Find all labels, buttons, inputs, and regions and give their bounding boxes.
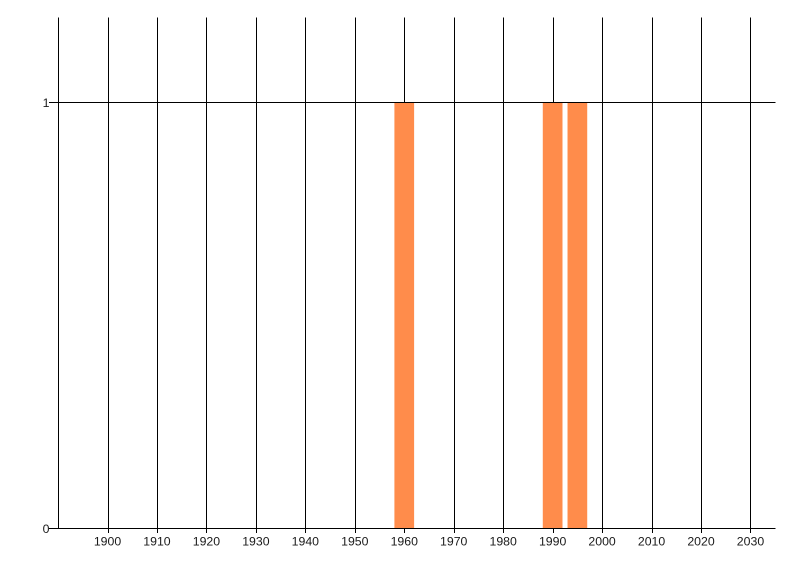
svg-text:1930: 1930 bbox=[242, 535, 270, 549]
svg-text:2010: 2010 bbox=[638, 535, 666, 549]
svg-text:1990: 1990 bbox=[539, 535, 567, 549]
svg-text:1920: 1920 bbox=[193, 535, 221, 549]
svg-text:2000: 2000 bbox=[588, 535, 616, 549]
svg-text:1970: 1970 bbox=[440, 535, 468, 549]
svg-text:2030: 2030 bbox=[737, 535, 765, 549]
svg-text:1: 1 bbox=[43, 96, 50, 110]
svg-text:1950: 1950 bbox=[341, 535, 369, 549]
svg-text:0: 0 bbox=[43, 522, 50, 536]
svg-text:1900: 1900 bbox=[94, 535, 122, 549]
svg-text:1960: 1960 bbox=[391, 535, 419, 549]
svg-text:1940: 1940 bbox=[292, 535, 320, 549]
svg-text:1980: 1980 bbox=[490, 535, 518, 549]
svg-text:2020: 2020 bbox=[687, 535, 715, 549]
svg-text:1910: 1910 bbox=[143, 535, 171, 549]
